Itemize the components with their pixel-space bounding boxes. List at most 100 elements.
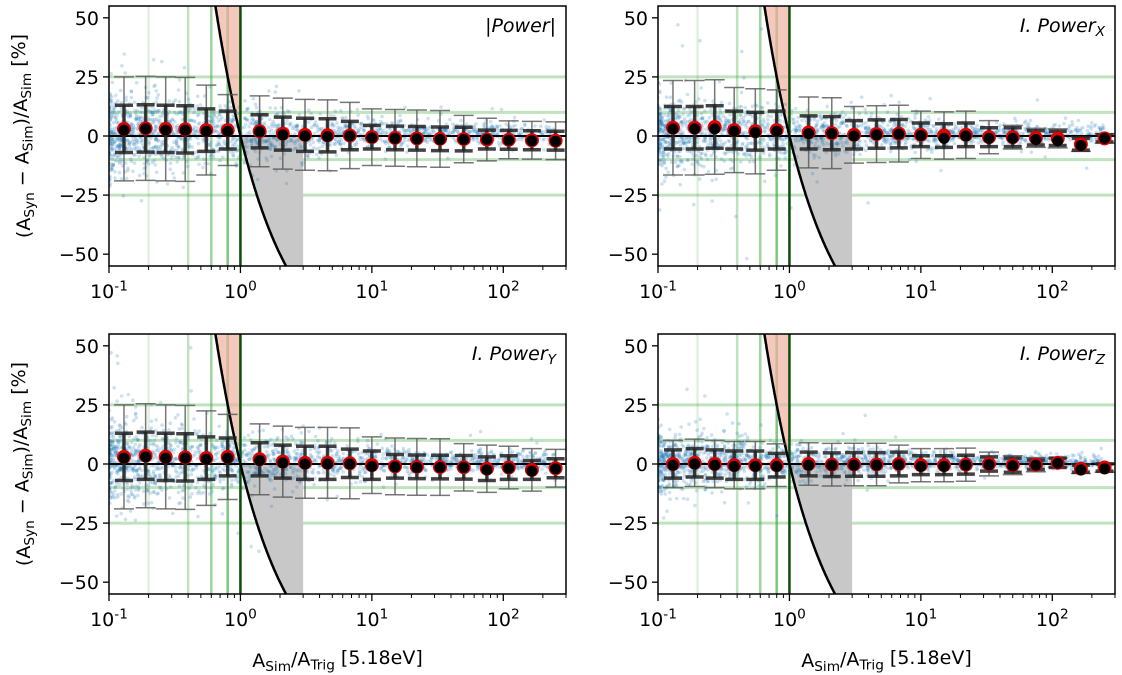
- scatter-point: [150, 113, 155, 117]
- scatter-point: [885, 138, 889, 142]
- error-bars: [662, 78, 1115, 176]
- scatter-point: [745, 256, 749, 261]
- scatter-point: [133, 147, 138, 152]
- scatter-point: [421, 131, 426, 136]
- scatter-point: [765, 125, 770, 130]
- scatter-point: [214, 144, 219, 148]
- scatter-point: [201, 165, 205, 170]
- scatter-point: [741, 116, 746, 120]
- scatter-point: [250, 142, 254, 146]
- scatter-point: [760, 124, 764, 128]
- scatter-point: [659, 162, 663, 166]
- scatter-point: [212, 467, 217, 472]
- scatter-point: [422, 131, 427, 135]
- scatter-point: [1023, 138, 1027, 143]
- scatter-point: [660, 123, 665, 127]
- scatter-point: [1087, 131, 1091, 135]
- scatter-point: [694, 159, 699, 164]
- scatter-point: [681, 137, 685, 141]
- scatter-point: [497, 457, 501, 462]
- median-marker: [1052, 135, 1064, 147]
- scatter-point: [116, 159, 121, 164]
- scatter-point: [248, 437, 253, 442]
- scatter-point: [676, 140, 680, 145]
- scatter-point: [776, 104, 781, 109]
- scatter-point: [821, 128, 825, 132]
- scatter-point: [314, 459, 319, 463]
- scatter-point: [130, 147, 134, 151]
- scatter-point: [661, 128, 666, 133]
- scatter-point: [178, 110, 183, 115]
- scatter-point: [773, 173, 778, 178]
- scatter-point: [153, 480, 157, 484]
- scatter-point: [234, 161, 238, 165]
- scatter-point: [133, 139, 137, 144]
- scatter-point: [289, 121, 293, 125]
- scatter-point: [451, 129, 456, 133]
- scatter-point: [195, 456, 200, 461]
- scatter-point: [151, 57, 156, 62]
- scatter-point: [110, 137, 115, 141]
- scatter-point: [994, 130, 999, 135]
- scatter-point: [126, 138, 130, 143]
- scatter-point: [158, 485, 162, 489]
- scatter-point: [114, 116, 118, 121]
- scatter-point: [689, 136, 693, 141]
- scatter-point: [950, 129, 955, 134]
- scatter-point: [423, 467, 427, 472]
- scatter-point: [534, 451, 538, 455]
- scatter-point: [172, 447, 177, 452]
- scatter-point: [112, 450, 117, 455]
- scatter-point: [894, 139, 898, 144]
- scatter-point: [931, 139, 936, 143]
- scatter-point: [863, 148, 868, 153]
- scatter-point: [836, 141, 841, 145]
- scatter-point: [175, 125, 179, 129]
- scatter-point: [118, 144, 123, 148]
- scatter-point: [198, 443, 202, 448]
- scatter-point: [269, 143, 274, 148]
- scatter-point: [195, 104, 199, 108]
- scatter-point: [725, 122, 729, 126]
- scatter-point: [196, 122, 201, 126]
- scatter-point: [192, 107, 197, 111]
- scatter-point: [175, 148, 179, 153]
- scatter-point: [792, 117, 796, 122]
- scatter-point: [658, 145, 662, 149]
- scatter-point: [798, 124, 803, 129]
- scatter-point: [271, 456, 276, 461]
- scatter-point: [352, 143, 357, 147]
- scatter-point: [175, 127, 179, 132]
- scatter-point: [976, 127, 980, 132]
- scatter-point: [186, 436, 191, 440]
- scatter-point: [142, 502, 146, 506]
- scatter-point: [221, 467, 225, 472]
- scatter-point: [266, 454, 270, 458]
- scatter-point: [658, 89, 662, 93]
- scatter-point: [332, 114, 336, 118]
- scatter-point: [978, 128, 983, 133]
- scatter-point: [900, 122, 905, 127]
- scatter-point: [931, 131, 935, 135]
- scatter-point: [113, 93, 118, 98]
- scatter-point: [658, 117, 662, 121]
- panel-label: |Power|: [485, 15, 556, 37]
- scatter-point: [661, 150, 666, 155]
- scatter-point: [119, 475, 123, 480]
- scatter-point: [266, 125, 271, 130]
- scatter-point: [110, 470, 114, 475]
- scatter-point: [254, 138, 258, 143]
- scatter-point: [906, 136, 911, 141]
- scatter-point: [1004, 130, 1008, 134]
- scatter-point: [933, 138, 938, 142]
- scatter-point: [882, 138, 887, 142]
- scatter-point: [170, 118, 175, 122]
- scatter-point: [512, 115, 517, 120]
- scatter-point: [133, 442, 138, 447]
- scatter-point: [737, 120, 741, 125]
- scatter-point: [233, 477, 238, 482]
- scatter-point: [110, 147, 114, 151]
- scatter-point: [542, 148, 546, 152]
- scatter-point: [750, 114, 755, 119]
- scatter-point: [934, 131, 938, 136]
